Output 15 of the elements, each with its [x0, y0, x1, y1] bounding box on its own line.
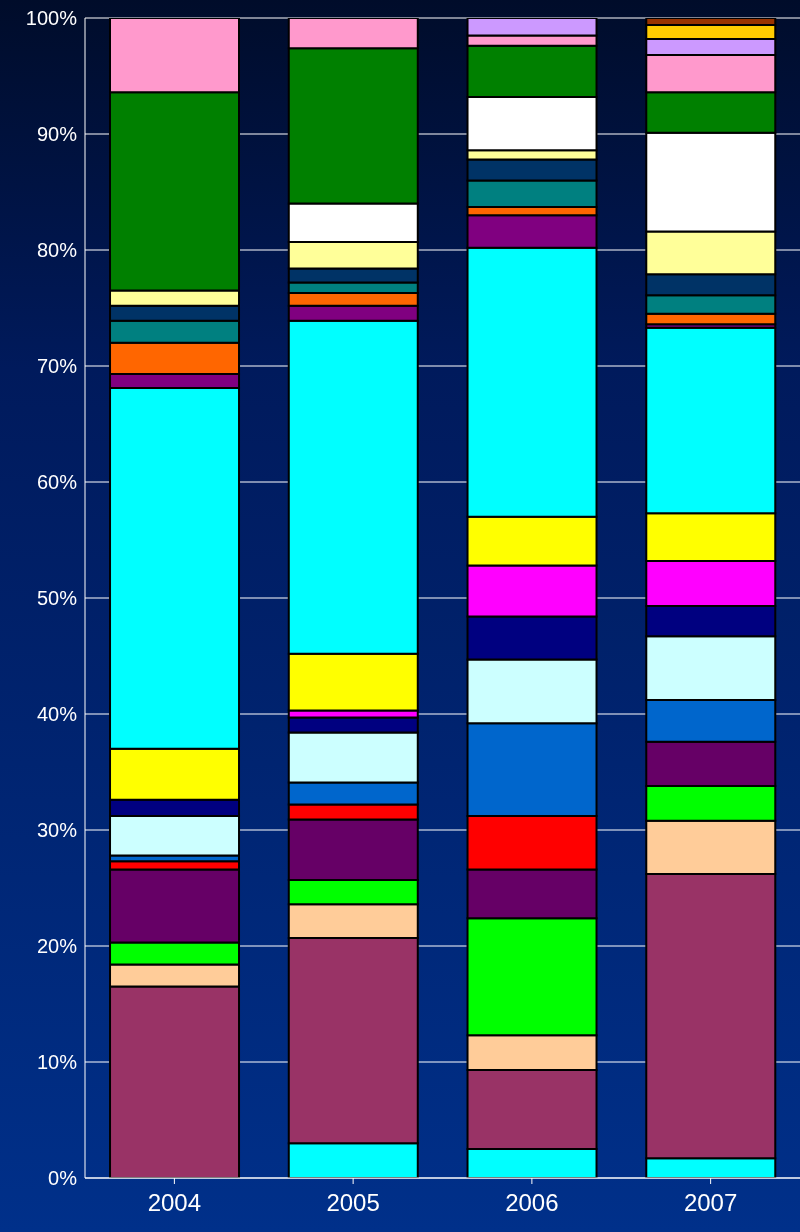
y-tick-label: 60% [36, 471, 78, 494]
y-tick-label: 0% [48, 1167, 78, 1190]
y-tick-label: 30% [36, 819, 78, 842]
x-tick-label: 2007 [683, 1189, 738, 1217]
y-tick-label: 50% [36, 587, 78, 610]
x-tick-label: 2004 [147, 1189, 202, 1217]
y-tick-label: 40% [36, 703, 78, 726]
y-tick-label: 70% [36, 355, 78, 378]
y-tick-label: 20% [36, 935, 78, 958]
y-tick-label: 80% [36, 239, 78, 262]
x-tick-label: 2005 [326, 1189, 380, 1217]
y-tick-label: 90% [36, 123, 78, 146]
y-tick-label: 10% [36, 1051, 78, 1074]
x-tick-label: 2006 [505, 1189, 559, 1217]
y-tick-label: 100% [25, 7, 78, 30]
